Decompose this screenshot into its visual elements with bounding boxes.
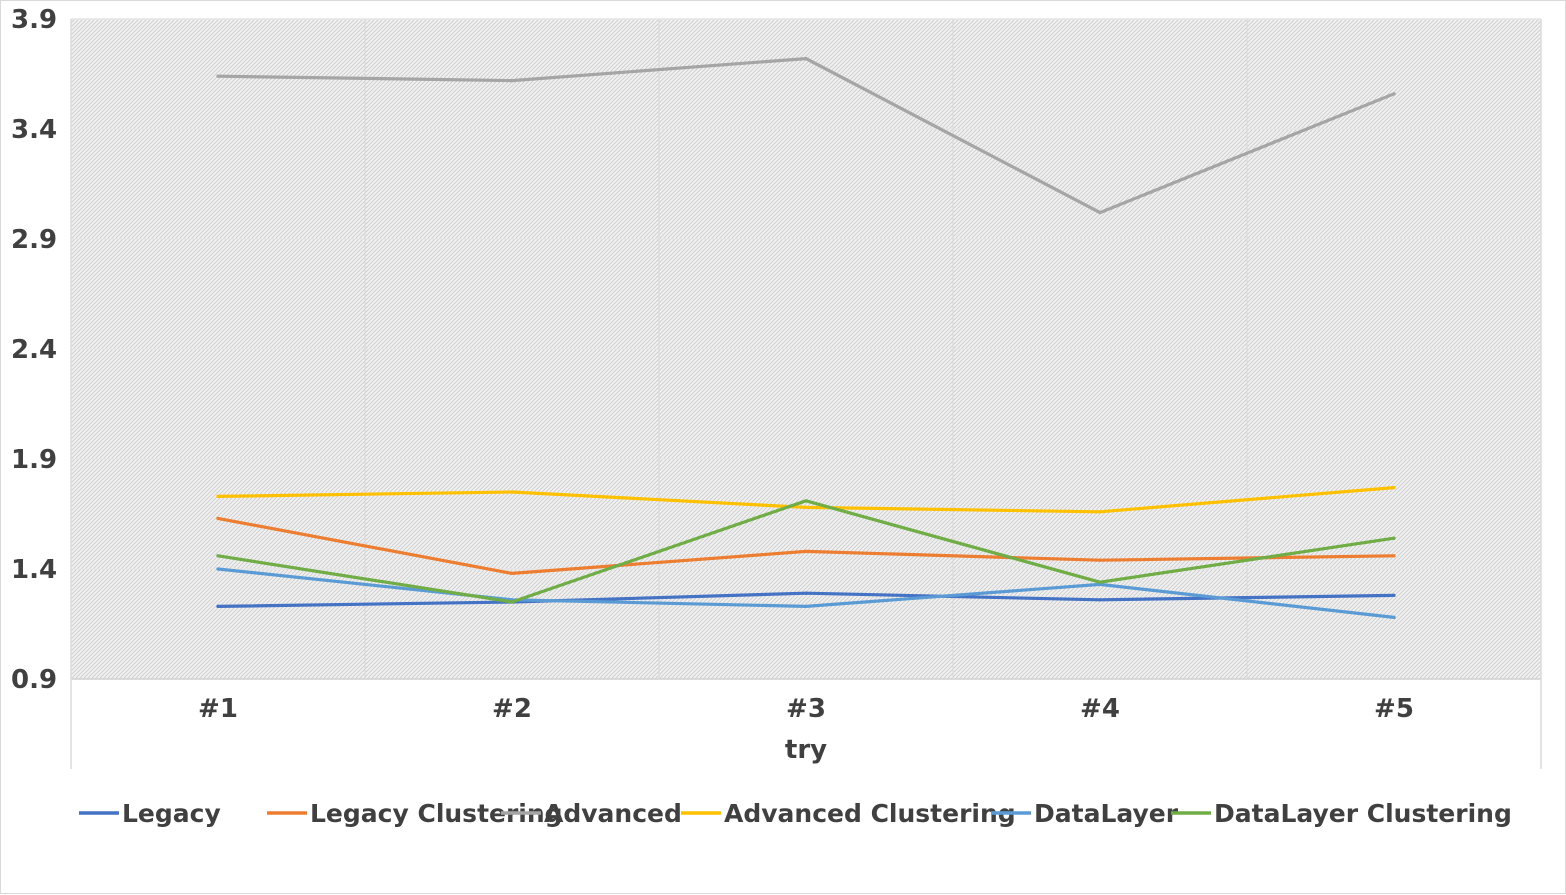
legend-label: Legacy xyxy=(122,799,221,828)
y-tick-label: 1.4 xyxy=(11,555,57,585)
data-point xyxy=(1098,510,1102,514)
series-line-group xyxy=(216,486,1396,514)
y-tick-label: 3.4 xyxy=(11,115,57,145)
data-point xyxy=(1392,615,1396,620)
y-tick-label: 2.4 xyxy=(11,335,57,365)
data-point xyxy=(510,571,514,576)
data-point xyxy=(1098,598,1102,602)
data-point xyxy=(216,567,220,571)
axes: 0.9 1.4 1.9 2.4 2.9 3.4 3.9 #1 #2 #3 #4 #5 try xyxy=(11,5,1414,765)
data-point xyxy=(1098,211,1102,215)
legend-label: DataLayer Clustering xyxy=(1214,799,1512,828)
series-lines xyxy=(216,56,1396,620)
series-line-group xyxy=(216,499,1396,604)
data-point xyxy=(1392,554,1396,558)
data-point xyxy=(216,604,220,609)
gridlines xyxy=(70,18,1542,769)
data-point xyxy=(216,554,220,558)
data-point xyxy=(1098,580,1102,584)
data-point xyxy=(804,57,808,61)
data-point xyxy=(510,600,514,604)
y-tick-label: 1.9 xyxy=(11,445,57,475)
y-tick-label: 2.9 xyxy=(11,225,57,255)
y-tick-label: 0.9 xyxy=(11,665,57,695)
data-point xyxy=(804,591,808,595)
x-tick-label: #1 xyxy=(198,694,238,724)
x-tick-label: #5 xyxy=(1374,694,1414,724)
x-tick-label: #2 xyxy=(492,694,532,724)
legend-label: Advanced Clustering xyxy=(724,799,1016,828)
data-point xyxy=(1392,536,1396,540)
data-point xyxy=(1392,92,1396,96)
x-tick-label: #3 xyxy=(786,694,826,724)
legend-label: DataLayer xyxy=(1034,799,1179,828)
x-axis-title: try xyxy=(785,735,827,765)
data-point xyxy=(216,74,220,78)
legend-label: Advanced xyxy=(544,799,682,828)
data-point xyxy=(216,516,220,521)
data-point xyxy=(804,604,808,609)
data-point xyxy=(1392,486,1396,490)
y-tick-label: 3.9 xyxy=(11,5,57,35)
series-line-group xyxy=(216,56,1396,215)
data-point xyxy=(510,79,514,83)
data-point xyxy=(216,494,220,498)
data-point xyxy=(804,505,808,509)
data-point xyxy=(1098,558,1102,562)
x-tick-label: #4 xyxy=(1080,694,1120,724)
series-line-group xyxy=(216,516,1396,576)
data-point xyxy=(1392,593,1396,598)
data-point xyxy=(510,490,514,494)
data-point xyxy=(804,549,808,554)
data-point xyxy=(804,499,808,503)
